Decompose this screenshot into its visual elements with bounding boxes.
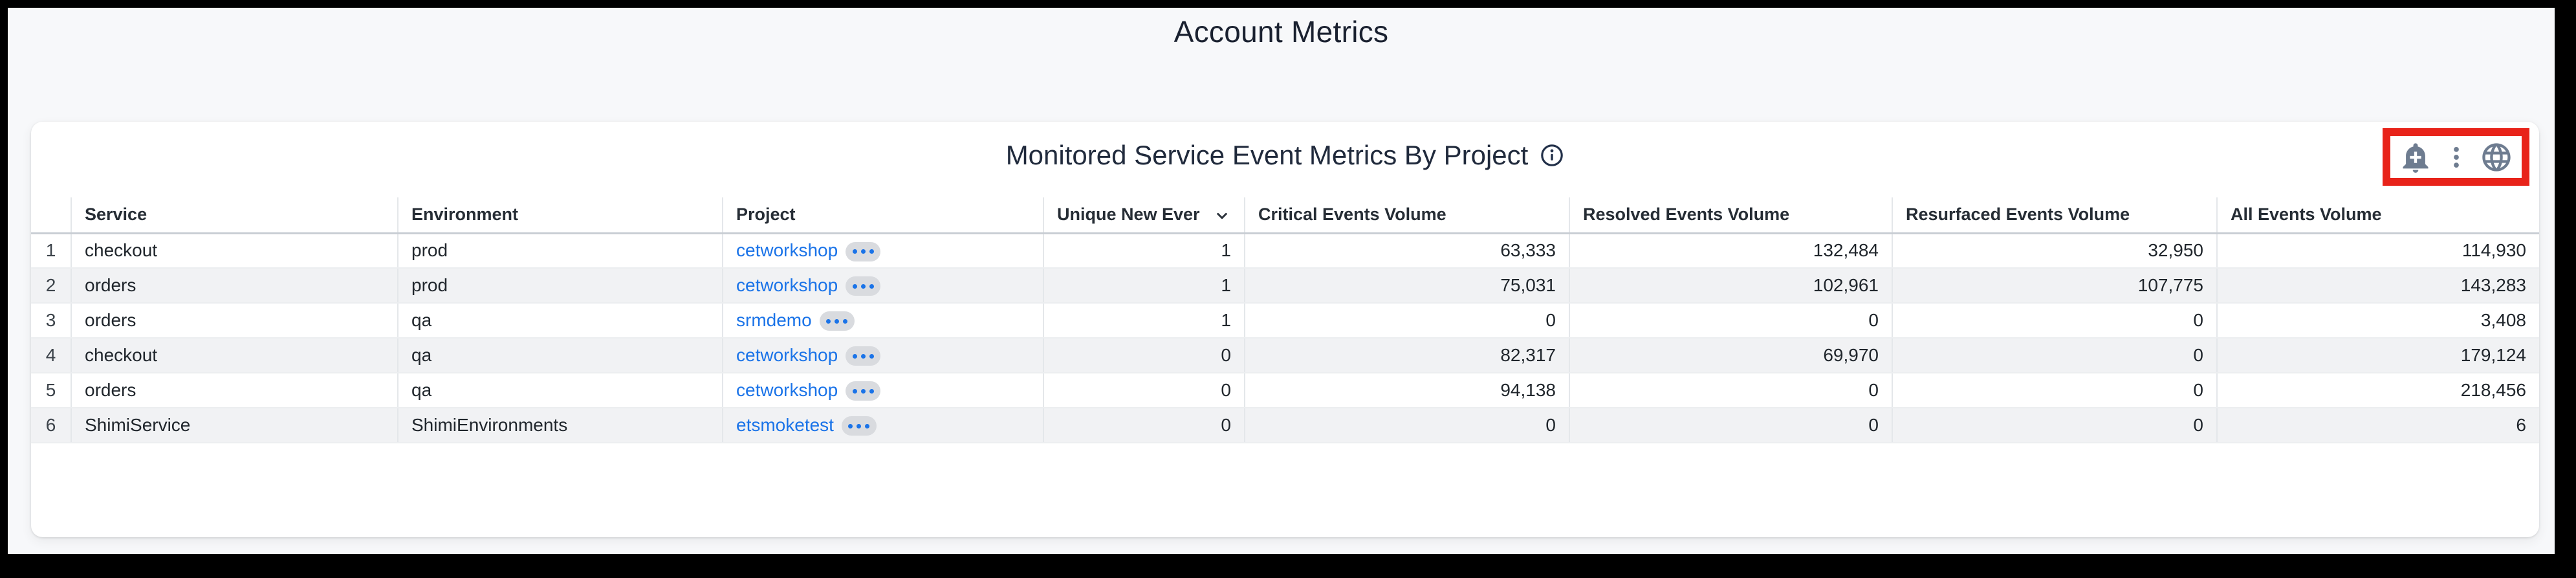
- table-row: 6 ShimiService ShimiEnvironments etsmoke…: [31, 408, 2539, 443]
- row-number: 2: [31, 268, 71, 304]
- cell-critical: 82,317: [1244, 338, 1569, 373]
- cell-project: cetworkshop: [722, 268, 1043, 304]
- metrics-table: Service Environment Project Unique New E…: [31, 197, 2539, 443]
- panel-header: Monitored Service Event Metrics By Proje…: [31, 140, 2539, 171]
- cell-service: orders: [71, 373, 398, 408]
- column-header-environment[interactable]: Environment: [397, 197, 723, 234]
- cell-resurfaced: 0: [1892, 338, 2217, 373]
- project-link[interactable]: srmdemo: [736, 309, 812, 330]
- cell-project: cetworkshop: [722, 338, 1043, 373]
- widget-toolbar-highlight: [2383, 128, 2529, 186]
- cell-environment: qa: [397, 338, 723, 373]
- column-header-service[interactable]: Service: [71, 197, 398, 234]
- more-options-icon[interactable]: [2442, 143, 2471, 172]
- project-more-button[interactable]: [819, 311, 855, 331]
- cell-resurfaced: 0: [1892, 303, 2217, 339]
- cell-service: ShimiService: [71, 408, 398, 443]
- cell-critical: 0: [1244, 408, 1569, 443]
- page-title: Account Metrics: [1173, 15, 1389, 49]
- cell-unique: 0: [1043, 338, 1245, 373]
- cell-resolved: 69,970: [1569, 338, 1892, 373]
- project-link[interactable]: cetworkshop: [736, 344, 838, 365]
- column-header-unique-label: Unique New Ever: [1057, 204, 1200, 224]
- cell-all: 114,930: [2216, 233, 2539, 269]
- cell-project: cetworkshop: [722, 373, 1043, 408]
- cell-unique: 1: [1043, 233, 1245, 269]
- info-icon[interactable]: [1540, 143, 1564, 168]
- row-number: 3: [31, 303, 71, 339]
- cell-resolved: 0: [1569, 408, 1892, 443]
- cell-critical: 75,031: [1244, 268, 1569, 304]
- cell-project: cetworkshop: [722, 233, 1043, 269]
- sort-chevron-down-icon: [1217, 212, 1227, 219]
- cell-resurfaced: 0: [1892, 408, 2217, 443]
- project-more-button[interactable]: [846, 241, 881, 261]
- table-row: 3 orders qa srmdemo 1 0 0 0 3,408: [31, 303, 2539, 339]
- cell-service: orders: [71, 268, 398, 304]
- project-more-button[interactable]: [841, 416, 877, 436]
- globe-icon[interactable]: [2480, 140, 2513, 174]
- column-header-project[interactable]: Project: [722, 197, 1043, 234]
- cell-service: orders: [71, 303, 398, 339]
- cell-resurfaced: 0: [1892, 373, 2217, 408]
- cell-all: 143,283: [2216, 268, 2539, 304]
- cell-unique: 1: [1043, 303, 1245, 339]
- table-row: 1 checkout prod cetworkshop 1 63,333 132…: [31, 233, 2539, 269]
- dashboard-page: Account Metrics Monitored Service Event …: [8, 8, 2555, 554]
- row-number: 5: [31, 373, 71, 408]
- cell-service: checkout: [71, 338, 398, 373]
- row-number-header: [31, 197, 71, 234]
- cell-service: checkout: [71, 233, 398, 269]
- column-header-resurfaced[interactable]: Resurfaced Events Volume: [1892, 197, 2217, 234]
- cell-resolved: 102,961: [1569, 268, 1892, 304]
- cell-all: 218,456: [2216, 373, 2539, 408]
- cell-resolved: 0: [1569, 303, 1892, 339]
- cell-project: etsmoketest: [722, 408, 1043, 443]
- project-link[interactable]: cetworkshop: [736, 379, 838, 400]
- cell-unique: 0: [1043, 408, 1245, 443]
- cell-environment: qa: [397, 303, 723, 339]
- cell-unique: 1: [1043, 268, 1245, 304]
- project-more-button[interactable]: [846, 381, 881, 401]
- table-header-row: Service Environment Project Unique New E…: [31, 197, 2539, 234]
- column-header-all[interactable]: All Events Volume: [2216, 197, 2539, 234]
- column-header-critical[interactable]: Critical Events Volume: [1244, 197, 1569, 234]
- widget-card: Monitored Service Event Metrics By Proje…: [31, 122, 2539, 537]
- cell-environment: prod: [397, 268, 723, 304]
- cell-all: 179,124: [2216, 338, 2539, 373]
- cell-environment: ShimiEnvironments: [397, 408, 723, 443]
- cell-resurfaced: 107,775: [1892, 268, 2217, 304]
- row-number: 1: [31, 233, 71, 269]
- project-more-button[interactable]: [846, 276, 881, 296]
- column-header-resolved[interactable]: Resolved Events Volume: [1569, 197, 1892, 234]
- add-alert-bell-icon[interactable]: [2399, 140, 2432, 174]
- row-number: 6: [31, 408, 71, 443]
- cell-all: 3,408: [2216, 303, 2539, 339]
- project-more-button[interactable]: [846, 346, 881, 366]
- project-link[interactable]: etsmoketest: [736, 414, 834, 435]
- cell-unique: 0: [1043, 373, 1245, 408]
- panel-title: Monitored Service Event Metrics By Proje…: [1005, 140, 1529, 170]
- table-row: 2 orders prod cetworkshop 1 75,031 102,9…: [31, 268, 2539, 304]
- cell-environment: prod: [397, 233, 723, 269]
- cell-resolved: 0: [1569, 373, 1892, 408]
- column-header-unique-new-events[interactable]: Unique New Ever: [1043, 197, 1245, 234]
- table-row: 5 orders qa cetworkshop 0 94,138 0 0 218…: [31, 373, 2539, 408]
- cell-environment: qa: [397, 373, 723, 408]
- cell-resolved: 132,484: [1569, 233, 1892, 269]
- cell-critical: 63,333: [1244, 233, 1569, 269]
- cell-all: 6: [2216, 408, 2539, 443]
- row-number: 4: [31, 338, 71, 373]
- project-link[interactable]: cetworkshop: [736, 239, 838, 260]
- cell-resurfaced: 32,950: [1892, 233, 2217, 269]
- cell-project: srmdemo: [722, 303, 1043, 339]
- cell-critical: 94,138: [1244, 373, 1569, 408]
- table-row: 4 checkout qa cetworkshop 0 82,317 69,97…: [31, 338, 2539, 373]
- cell-critical: 0: [1244, 303, 1569, 339]
- project-link[interactable]: cetworkshop: [736, 274, 838, 295]
